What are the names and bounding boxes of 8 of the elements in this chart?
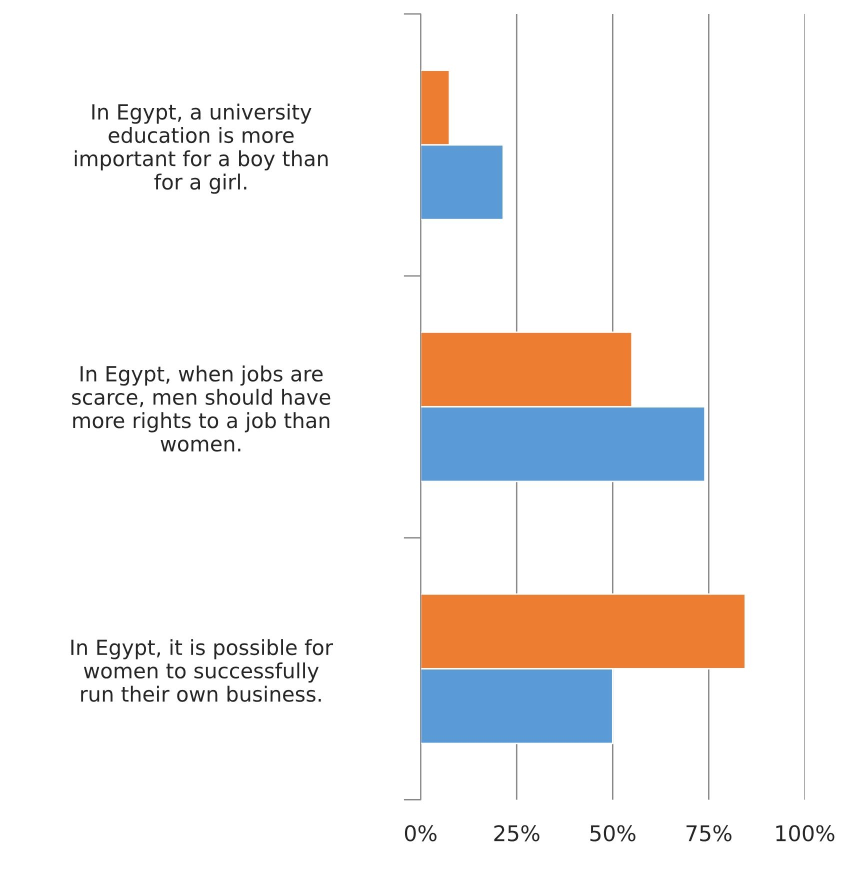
x-tick-label: 75% bbox=[686, 825, 732, 842]
y-tick-label: In Egypt, it is possible for women to successfully run their own business. bbox=[71, 639, 334, 702]
y-tick-label: In Egypt, a university education is more important for a boy than for a girl. bbox=[74, 104, 328, 194]
x-tick-label: 100% bbox=[776, 825, 834, 842]
x-tick-label: 50% bbox=[590, 825, 636, 842]
x-tick-label: 25% bbox=[494, 825, 540, 842]
y-tick-label: In Egypt, when jobs are scarce, men should have more rights to a job than women. bbox=[72, 366, 330, 452]
x-tick-label: 0% bbox=[404, 825, 436, 842]
